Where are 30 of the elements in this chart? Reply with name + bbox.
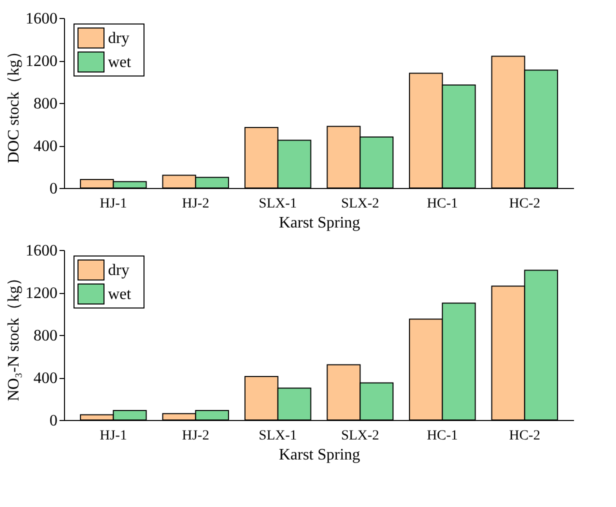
- y-tick-label: 1200: [26, 285, 58, 302]
- x-tick-label: HJ-1: [100, 428, 127, 444]
- x-axis-title: Karst Spring: [278, 214, 360, 232]
- y-tick-label: 0: [50, 412, 58, 430]
- x-axis-title: Karst Spring: [278, 446, 360, 464]
- y-tick-label: 800: [34, 96, 58, 112]
- y-tick-label: 1600: [26, 10, 58, 28]
- legend-label: dry: [108, 262, 130, 279]
- y-tick-label: 400: [34, 370, 58, 387]
- x-tick-label: SLX-1: [258, 428, 297, 444]
- y-tick-label: 1200: [26, 53, 58, 70]
- x-tick-label: SLX-2: [341, 428, 380, 444]
- x-tick-label: HC-2: [509, 196, 540, 212]
- x-tick-label: HJ-1: [100, 196, 127, 212]
- legend-label: wet: [108, 286, 132, 303]
- x-tick-label: HC-1: [426, 196, 458, 212]
- y-tick-label: 800: [34, 328, 58, 344]
- x-tick-label: SLX-1: [258, 196, 297, 212]
- y-axis-title: DOC stock（kg）: [6, 44, 22, 164]
- y-tick-label: 400: [34, 138, 58, 155]
- legend-label: wet: [108, 54, 132, 71]
- x-tick-label: HJ-2: [182, 428, 210, 444]
- x-tick-label: HC-2: [509, 428, 540, 444]
- legend-label: dry: [108, 30, 130, 47]
- y-tick-label: 0: [50, 180, 58, 198]
- x-tick-label: HC-1: [426, 428, 458, 444]
- y-axis-title: NO₃-N stock（kg）: [6, 270, 22, 402]
- x-tick-label: SLX-2: [341, 196, 380, 212]
- y-tick-label: 1600: [26, 242, 58, 260]
- x-tick-label: HJ-2: [182, 196, 210, 212]
